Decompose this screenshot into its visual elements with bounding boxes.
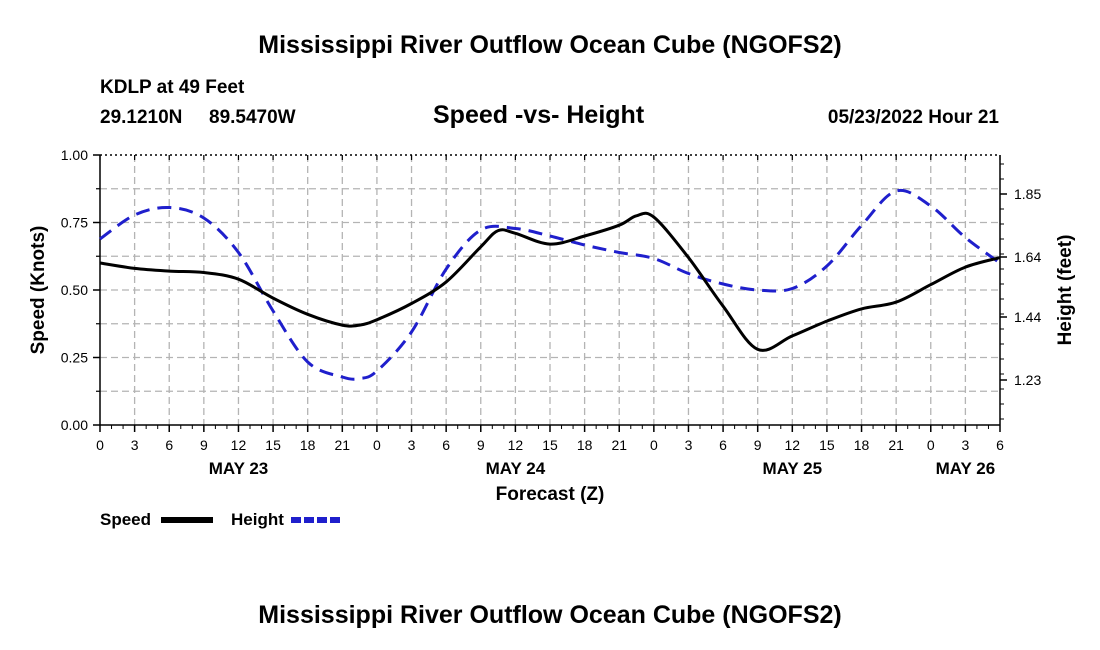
day-label: MAY 24 (486, 459, 546, 478)
x-tick-label: 9 (200, 437, 208, 453)
longitude-label: 89.5470W (209, 107, 296, 128)
x-tick-label: 15 (819, 437, 835, 453)
x-tick-label: 6 (442, 437, 450, 453)
x-axis-title: Forecast (Z) (496, 484, 605, 505)
station-label: KDLP at 49 Feet (100, 77, 245, 98)
y-tick-label: 1.00 (61, 147, 88, 163)
x-tick-label: 15 (542, 437, 558, 453)
x-tick-label: 12 (231, 437, 247, 453)
day-label: MAY 26 (936, 459, 996, 478)
page-title: Mississippi River Outflow Ocean Cube (NG… (258, 31, 842, 59)
x-tick-label: 0 (96, 437, 104, 453)
speed-series-line (99, 211, 1001, 352)
x-tick-label: 3 (131, 437, 139, 453)
x-tick-label: 3 (961, 437, 969, 453)
latitude-label: 29.1210N (100, 107, 183, 128)
x-tick-label: 18 (854, 437, 870, 453)
y-axis-title: Speed (Knots) (28, 226, 49, 355)
forecast-datetime: 05/23/2022 Hour 21 (827, 107, 999, 128)
y2-tick-label: 1.23 (1014, 372, 1041, 388)
height-series-line (99, 188, 1001, 381)
x-tick-label: 6 (719, 437, 727, 453)
x-tick-label: 18 (577, 437, 593, 453)
y-tick-label: 0.50 (61, 282, 88, 298)
x-tick-label: 0 (373, 437, 381, 453)
footer-title: Mississippi River Outflow Ocean Cube (NG… (258, 601, 842, 629)
x-tick-label: 3 (685, 437, 693, 453)
y2-tick-label: 1.44 (1014, 309, 1041, 325)
x-tick-label: 12 (785, 437, 801, 453)
x-tick-label: 9 (477, 437, 485, 453)
x-tick-label: 15 (265, 437, 281, 453)
y-tick-label: 0.25 (61, 350, 88, 366)
y2-axis-title: Height (feet) (1055, 235, 1076, 346)
x-tick-label: 12 (508, 437, 524, 453)
x-tick-label: 21 (335, 437, 351, 453)
y2-tick-label: 1.85 (1014, 186, 1041, 202)
x-tick-label: 3 (408, 437, 416, 453)
day-label: MAY 25 (763, 459, 823, 478)
day-label: MAY 23 (209, 459, 269, 478)
x-tick-label: 9 (754, 437, 762, 453)
x-tick-label: 21 (888, 437, 904, 453)
chart-subtitle: Speed -vs- Height (433, 101, 645, 129)
x-tick-label: 6 (996, 437, 1004, 453)
legend-speed-label: Speed (100, 510, 151, 529)
y-tick-label: 0.75 (61, 215, 88, 231)
y-tick-label: 0.00 (61, 417, 88, 433)
x-tick-label: 0 (650, 437, 658, 453)
x-tick-label: 0 (927, 437, 935, 453)
y2-tick-label: 1.64 (1014, 249, 1041, 265)
x-tick-label: 6 (165, 437, 173, 453)
x-tick-label: 21 (611, 437, 627, 453)
x-tick-label: 18 (300, 437, 316, 453)
legend-height-label: Height (231, 510, 284, 529)
